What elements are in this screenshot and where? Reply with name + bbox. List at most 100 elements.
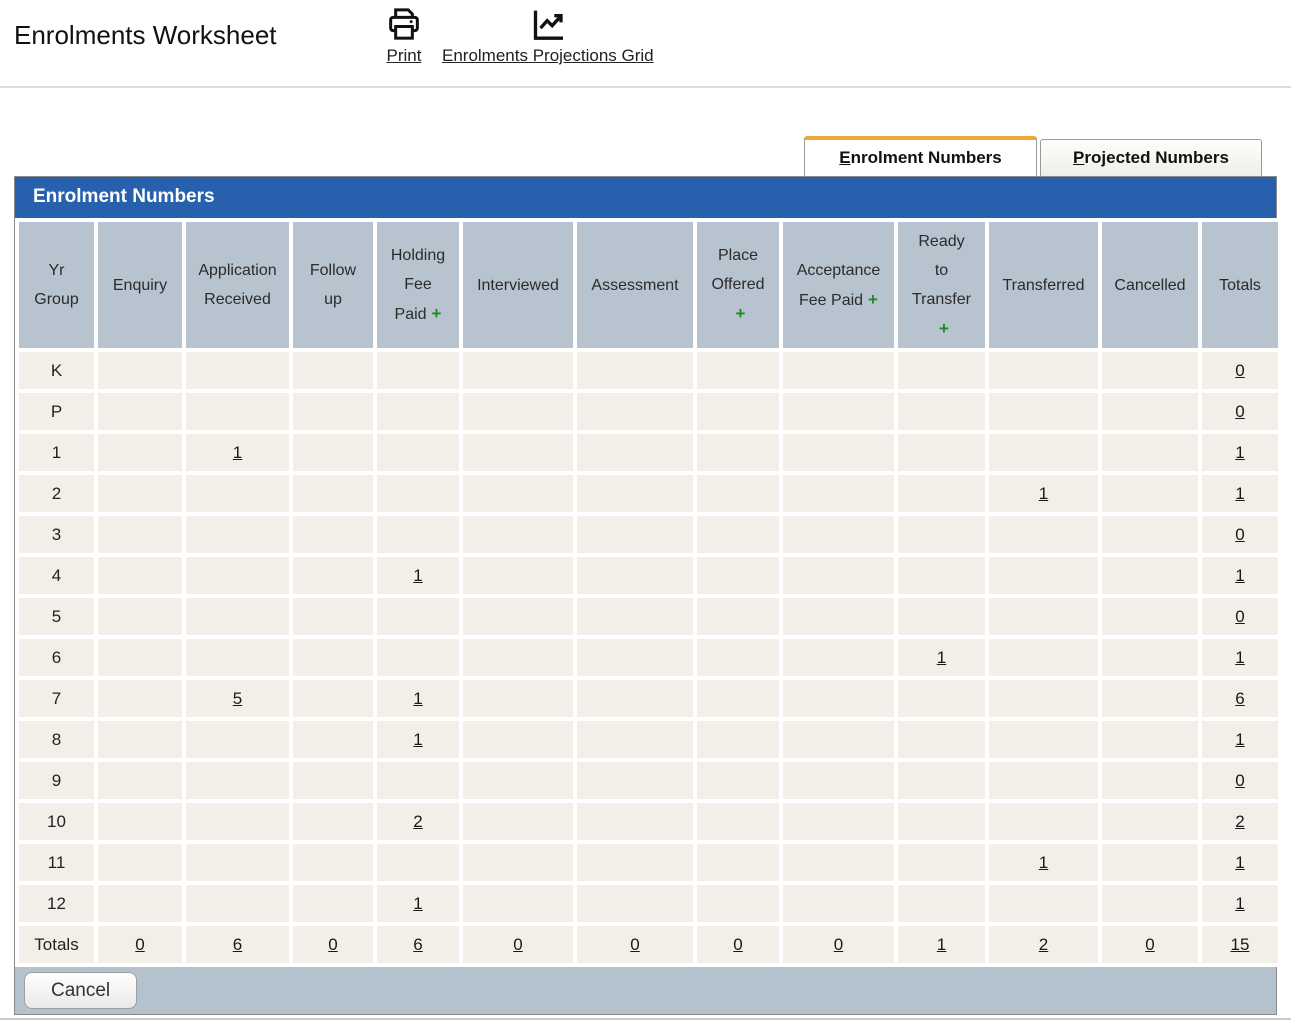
count-cell (577, 434, 693, 471)
count-cell (293, 885, 373, 922)
count-cell (186, 762, 289, 799)
print-label[interactable]: Print (386, 46, 422, 65)
tab-enrolment-numbers-label: Enrolment Numbers (839, 148, 1002, 167)
tab-enrolment-numbers[interactable]: Enrolment Numbers (804, 136, 1037, 176)
printer-icon (384, 3, 424, 45)
count-cell (98, 434, 182, 471)
count-cell: 2 (377, 803, 459, 840)
count-link[interactable]: 6 (413, 934, 423, 954)
count-link[interactable]: 1 (1235, 483, 1245, 503)
count-cell (293, 393, 373, 430)
yr-group-cell: 7 (19, 680, 94, 717)
count-cell (989, 680, 1098, 717)
count-cell (1102, 516, 1198, 553)
count-link[interactable]: 2 (413, 811, 423, 831)
count-link[interactable]: 0 (328, 934, 338, 954)
add-icon[interactable]: + (735, 304, 746, 323)
count-link[interactable]: 1 (1038, 483, 1049, 503)
count-cell (98, 844, 182, 881)
count-link[interactable]: 0 (1235, 770, 1245, 790)
count-link[interactable]: 1 (1235, 442, 1245, 462)
count-link[interactable]: 1 (1038, 852, 1049, 872)
count-cell (577, 598, 693, 635)
count-cell (989, 516, 1098, 553)
table-row-yr-6: 6 1 1 (19, 639, 1278, 676)
count-cell: 0 (1202, 393, 1278, 430)
count-link[interactable]: 1 (936, 934, 947, 954)
count-link[interactable]: 2 (1038, 934, 1049, 954)
add-icon[interactable]: + (868, 289, 878, 309)
projections-grid-label[interactable]: Enrolments Projections Grid (442, 46, 654, 65)
print-button[interactable]: Print (384, 3, 424, 66)
count-cell (697, 352, 779, 389)
count-link[interactable]: 15 (1230, 934, 1250, 954)
count-link[interactable]: 0 (833, 934, 844, 954)
tab-strip: Enrolment Numbers Projected Numbers (0, 136, 1291, 176)
count-cell (186, 844, 289, 881)
count-link[interactable]: 0 (135, 934, 145, 954)
cancel-button[interactable]: Cancel (24, 972, 138, 1009)
count-cell (898, 516, 985, 553)
count-link[interactable]: 2 (1235, 811, 1245, 831)
count-cell: 0 (463, 926, 573, 963)
count-link[interactable]: 1 (413, 688, 423, 708)
count-cell (377, 352, 459, 389)
count-cell (98, 475, 182, 512)
count-link[interactable]: 0 (733, 934, 743, 954)
count-link[interactable]: 1 (936, 647, 947, 667)
count-link[interactable]: 1 (413, 565, 423, 585)
count-link[interactable]: 0 (1235, 401, 1245, 421)
count-link[interactable]: 1 (413, 893, 423, 913)
count-cell (989, 352, 1098, 389)
count-cell (577, 721, 693, 758)
count-link[interactable]: 1 (1235, 729, 1245, 749)
count-cell (1102, 885, 1198, 922)
count-link[interactable]: 1 (1235, 565, 1245, 585)
count-cell (98, 557, 182, 594)
totals-row: Totals 0 6 0 6 0 0 0 0 1 2 0 15 (19, 926, 1278, 963)
yr-group-cell: 11 (19, 844, 94, 881)
projections-grid-button[interactable]: Enrolments Projections Grid (442, 3, 654, 66)
count-link[interactable]: 0 (630, 934, 640, 954)
tab-projected-numbers[interactable]: Projected Numbers (1040, 139, 1262, 176)
count-link[interactable]: 1 (413, 729, 423, 749)
count-link[interactable]: 6 (1235, 688, 1245, 708)
count-cell: 1 (377, 885, 459, 922)
col-header-transferred: Transferred (989, 222, 1098, 348)
table-row-yr-8: 8 1 1 (19, 721, 1278, 758)
count-link[interactable]: 0 (1235, 524, 1245, 544)
count-cell (989, 598, 1098, 635)
count-cell (989, 885, 1098, 922)
add-icon[interactable]: + (939, 318, 949, 338)
table-row-yr-12: 12 1 1 (19, 885, 1278, 922)
count-cell (463, 844, 573, 881)
count-cell (98, 680, 182, 717)
count-cell (1102, 680, 1198, 717)
count-link[interactable]: 1 (1235, 647, 1245, 667)
count-link[interactable]: 1 (1235, 893, 1245, 913)
count-link[interactable]: 6 (232, 934, 243, 954)
add-icon[interactable]: + (431, 304, 442, 323)
count-cell: 0 (1202, 352, 1278, 389)
count-cell: 6 (1202, 680, 1278, 717)
count-link[interactable]: 1 (232, 442, 243, 462)
count-cell (1102, 475, 1198, 512)
count-link[interactable]: 0 (1235, 606, 1245, 626)
count-link[interactable]: 1 (1235, 852, 1245, 872)
count-cell (577, 762, 693, 799)
count-cell (293, 762, 373, 799)
count-link[interactable]: 0 (1145, 934, 1155, 954)
count-cell (783, 721, 894, 758)
count-cell: 1 (1202, 557, 1278, 594)
count-link[interactable]: 0 (513, 934, 523, 954)
count-cell (98, 721, 182, 758)
count-cell (377, 762, 459, 799)
count-cell (186, 639, 289, 676)
count-link[interactable]: 0 (1235, 360, 1245, 380)
count-cell (377, 639, 459, 676)
count-cell (989, 434, 1098, 471)
count-cell: 2 (1202, 803, 1278, 840)
count-cell (186, 557, 289, 594)
count-link[interactable]: 5 (232, 688, 243, 708)
enrolment-numbers-panel: Enrolment Numbers Yr Group Enquiry Applicat… (14, 176, 1282, 1015)
